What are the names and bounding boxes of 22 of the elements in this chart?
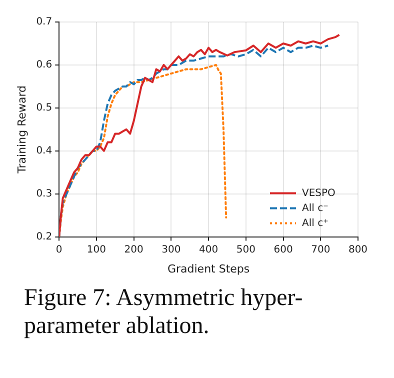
x-axis-title: Gradient Steps xyxy=(167,262,250,276)
x-tick-label: 600 xyxy=(274,244,293,256)
y-tick-label: 0.7 xyxy=(36,16,52,28)
line-series xyxy=(59,64,228,237)
x-tick-label: 0 xyxy=(56,244,62,256)
legend-label: All c⁺ xyxy=(302,218,328,229)
y-tick-label: 0.3 xyxy=(36,188,52,200)
x-tick-label: 300 xyxy=(162,244,181,256)
y-tick-label: 0.6 xyxy=(36,60,52,71)
x-tick-label: 400 xyxy=(199,244,218,256)
x-tick-label: 800 xyxy=(348,244,368,256)
x-tick-label: 100 xyxy=(86,244,106,256)
caption: Figure 7: Asymmetric hyper-parameter ablation. xyxy=(23,284,304,340)
y-axis-title: Training Reward xyxy=(15,85,28,174)
x-tick-label: 500 xyxy=(236,244,256,256)
legend-label: VESPO xyxy=(302,188,336,199)
legend-label: All c⁻ xyxy=(302,202,328,214)
x-tick-label: 200 xyxy=(124,244,144,256)
x-tick-label: 700 xyxy=(311,244,330,256)
y-tick-label: 0.2 xyxy=(36,231,52,242)
y-tick-label: 0.5 xyxy=(36,102,52,114)
y-tick-label: 0.4 xyxy=(36,145,52,156)
